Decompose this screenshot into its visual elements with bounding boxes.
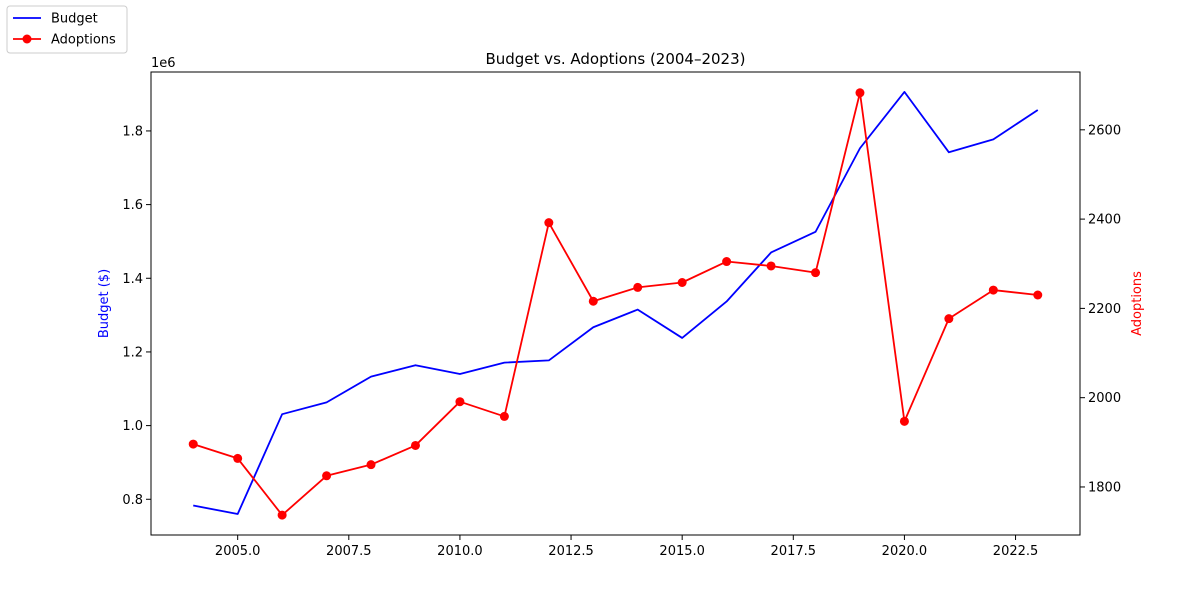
- data-point-adoptions-2013: [588, 296, 598, 306]
- data-point-adoptions-2005: [233, 453, 243, 463]
- left-y-tick-label: 1.0: [122, 419, 143, 434]
- left-y-tick-label: 1.4: [122, 272, 143, 287]
- series-line-budget: [193, 90, 1039, 515]
- legend-label-adoptions: Adoptions: [51, 33, 116, 48]
- series-line-adoptions: [192, 91, 1038, 516]
- left-y-tick-label: 1.6: [122, 198, 143, 213]
- data-point-adoptions-2006: [277, 510, 287, 520]
- data-point-adoptions-2016: [722, 257, 732, 267]
- data-point-adoptions-2021: [944, 314, 954, 324]
- left-axis-scale-note: 1e6: [151, 56, 176, 71]
- data-point-adoptions-2010: [455, 397, 465, 407]
- data-point-adoptions-2022: [988, 285, 998, 295]
- data-point-adoptions-2012: [544, 218, 554, 228]
- x-tick-label: 2010.0: [437, 544, 483, 559]
- right-y-tick-label: 2600: [1088, 123, 1121, 138]
- left-axis-title: Budget ($): [97, 269, 112, 338]
- left-y-tick-label: 1.2: [122, 345, 143, 360]
- x-tick-label: 2012.5: [548, 544, 594, 559]
- plot-frame: [150, 71, 1081, 536]
- data-point-adoptions-2015: [677, 278, 687, 287]
- left-y-tick-label: 1.8: [122, 124, 143, 139]
- x-tick-label: 2007.5: [326, 544, 372, 559]
- data-point-adoptions-2014: [633, 282, 643, 292]
- data-point-adoptions-2019: [855, 88, 865, 98]
- data-point-adoptions-2023: [1033, 290, 1043, 300]
- data-point-adoptions-2007: [322, 471, 332, 481]
- right-axis-title: Adoptions: [1130, 271, 1145, 336]
- axes-layer: 2005.0 2007.5 2010.0 2012.5 2015.0 2017.5 2020…: [122, 71, 1121, 559]
- data-point-adoptions-2004: [188, 439, 198, 449]
- data-point-adoptions-2008: [366, 460, 376, 470]
- data-point-adoptions-2009: [410, 440, 420, 450]
- right-y-tick-label: 2400: [1088, 213, 1121, 228]
- x-tick-label: 2015.0: [659, 544, 705, 559]
- data-point-adoptions-2020: [899, 416, 909, 426]
- legend-marker-adoptions: [22, 34, 32, 44]
- right-y-tick-label: 2200: [1088, 302, 1121, 317]
- data-point-adoptions-2018: [811, 268, 821, 278]
- left-y-tick-label: 0.8: [122, 493, 143, 508]
- x-tick-label: 2022.5: [993, 544, 1039, 559]
- legend-label-budget: Budget: [51, 12, 98, 27]
- chart-title: Budget vs. Adoptions (2004–2023): [485, 50, 745, 68]
- right-y-tick-label: 2000: [1088, 391, 1121, 406]
- legend: Budget Adoptions: [6, 5, 128, 54]
- x-tick-label: 2020.0: [882, 544, 928, 559]
- series-layer: [188, 88, 1043, 520]
- x-tick-label: 2005.0: [215, 544, 261, 559]
- data-point-adoptions-2011: [499, 411, 509, 421]
- x-tick-label: 2017.5: [771, 544, 817, 559]
- data-point-adoptions-2017: [766, 261, 776, 271]
- right-y-tick-label: 1800: [1088, 480, 1121, 495]
